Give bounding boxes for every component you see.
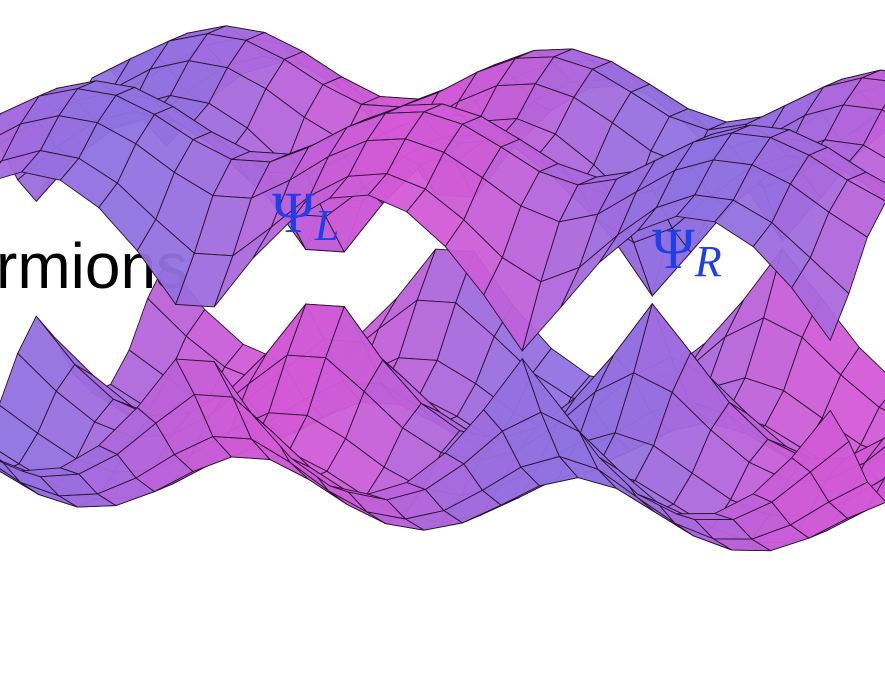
label-subscript: L: [314, 201, 339, 250]
band-diagram: rmions ΨL ΨR: [0, 0, 885, 688]
label-symbol: Ψ: [272, 180, 315, 245]
page: rmions ΨL ΨR (() => { const data = JSON.…: [0, 0, 885, 688]
label-symbol: Ψ: [652, 216, 695, 281]
label-subscript: R: [694, 237, 722, 286]
